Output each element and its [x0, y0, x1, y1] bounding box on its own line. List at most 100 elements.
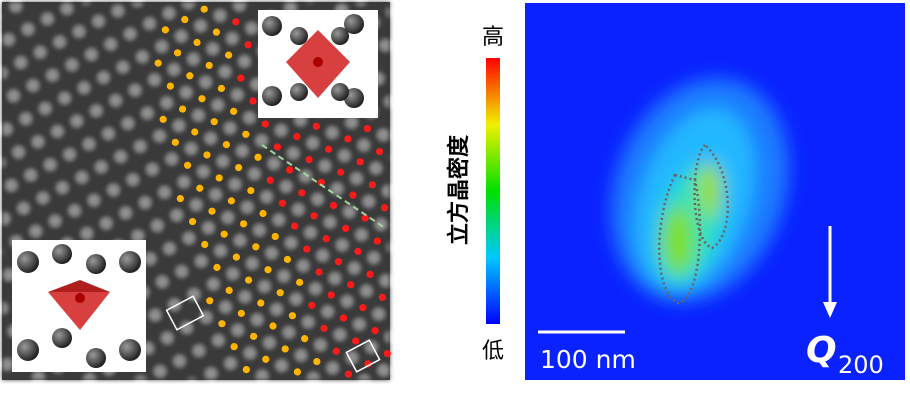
atom-marker — [201, 240, 209, 249]
atom-marker — [249, 332, 258, 340]
atom-marker — [308, 301, 316, 309]
tetrahedral-inset — [12, 240, 146, 372]
atom-marker — [244, 41, 252, 49]
atom-marker — [359, 304, 367, 312]
atom-marker — [303, 245, 311, 253]
atom-marker — [225, 51, 233, 59]
atom-marker — [344, 370, 353, 378]
atom-marker — [178, 105, 187, 113]
atom-marker — [298, 189, 306, 197]
atom-marker — [329, 201, 338, 210]
tem-image — [2, 2, 391, 380]
atom-marker — [218, 320, 226, 328]
atom-marker — [269, 322, 277, 330]
atom-marker — [356, 158, 364, 166]
colorbar-high: 高 — [482, 25, 504, 50]
atom-marker — [361, 214, 369, 222]
atom-marker — [161, 26, 169, 34]
unit-cell-box — [345, 339, 381, 373]
atom-marker — [247, 186, 255, 195]
atom-marker — [262, 355, 270, 363]
atom-marker — [232, 253, 240, 261]
atom-marker — [198, 95, 206, 103]
unit-cell-box — [165, 295, 205, 331]
atom-marker — [257, 299, 265, 307]
density-blobs — [610, 78, 790, 302]
atom-marker — [344, 135, 352, 143]
atom-marker — [232, 18, 240, 26]
center-atom — [313, 57, 323, 67]
atom-marker — [347, 281, 355, 289]
interface-line — [261, 144, 386, 229]
colorbar: 高 低 立方晶密度 — [446, 25, 504, 364]
atom-marker — [368, 181, 376, 189]
atom-marker — [237, 309, 245, 317]
atom-marker — [278, 199, 287, 207]
atom-marker — [301, 335, 309, 343]
atom-marker — [366, 270, 374, 278]
atom-marker — [208, 207, 216, 215]
atom-marker — [259, 209, 267, 218]
atom-marker — [266, 176, 274, 184]
atom-marker — [286, 166, 294, 174]
atom-marker — [315, 268, 323, 276]
atom-marker — [334, 258, 343, 266]
atom-marker — [188, 217, 197, 226]
atom-marker — [339, 314, 348, 322]
atom-marker — [244, 276, 253, 284]
atom-marker — [373, 237, 381, 245]
atom-markers — [154, 5, 391, 378]
atom-marker — [235, 163, 243, 172]
atom-marker — [305, 155, 313, 164]
atom-marker — [371, 326, 379, 335]
atom-marker — [206, 297, 214, 305]
atom-marker — [293, 133, 301, 141]
atom-marker — [312, 122, 320, 130]
region-outline — [693, 143, 729, 250]
atom-marker — [281, 345, 289, 353]
atom-marker — [203, 151, 211, 159]
atom-marker — [264, 266, 272, 274]
tetrahedron-face — [48, 280, 110, 292]
corner-atoms — [17, 244, 141, 368]
atom-marker — [378, 293, 386, 301]
atom-marker — [320, 324, 328, 332]
atom-marker — [210, 118, 218, 126]
atom-marker — [200, 5, 208, 13]
atom-marker — [324, 145, 333, 153]
atom-marker — [217, 84, 226, 92]
atom-marker — [176, 194, 184, 203]
atom-marker — [181, 15, 189, 24]
atom-marker — [154, 59, 162, 67]
atom-marker — [273, 143, 282, 151]
atom-marker — [317, 178, 325, 187]
vector-symbol: Q — [806, 330, 837, 371]
atom-marker — [159, 115, 167, 123]
atom-marker — [291, 222, 299, 230]
atom-marker — [230, 107, 238, 115]
atom-marker — [225, 286, 233, 295]
atom-marker — [191, 128, 199, 136]
atom-marker — [242, 130, 250, 138]
colorbar-low: 低 — [482, 339, 504, 364]
atom-marker — [239, 220, 248, 228]
atom-marker — [215, 174, 223, 182]
scale-bar-label: 100 nm — [540, 345, 636, 374]
center-atom — [75, 293, 85, 303]
atom-marker — [227, 197, 235, 205]
corner-atoms — [262, 14, 364, 108]
atom-marker — [212, 28, 221, 36]
atom-marker — [242, 366, 250, 374]
atom-marker — [327, 291, 335, 299]
tetrahedron — [48, 292, 110, 330]
atom-marker — [196, 184, 204, 192]
atom-marker — [296, 278, 304, 286]
atom-marker — [254, 153, 262, 161]
atom-marker — [237, 74, 245, 82]
atom-marker — [186, 72, 194, 80]
atom-marker — [166, 82, 174, 90]
atom-marker — [293, 368, 302, 376]
atom-marker — [363, 124, 371, 133]
atom-marker — [380, 204, 389, 212]
